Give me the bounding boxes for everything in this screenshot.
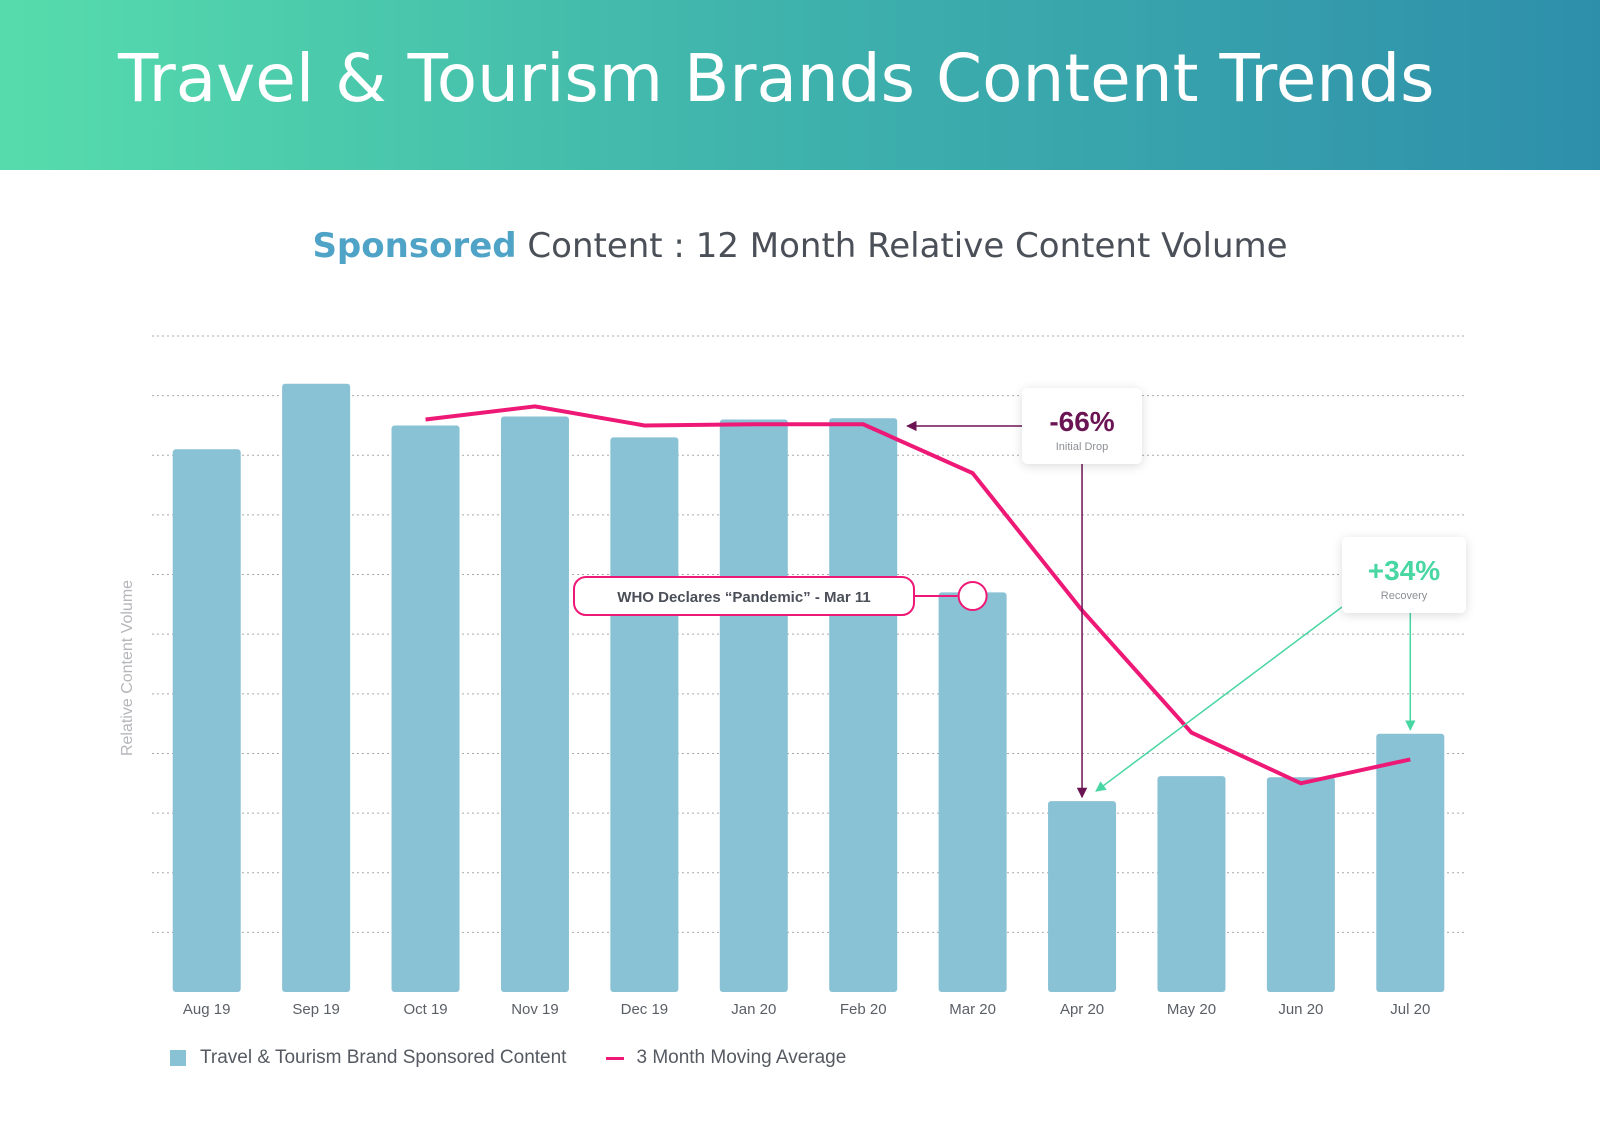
- annotations-layer: WHO Declares “Pandemic” - Mar 11 -66% Init…: [573, 388, 1466, 799]
- moving-average-line: [425, 404, 1411, 786]
- bar-feb-20: [829, 418, 898, 992]
- x-tick-label: Jan 20: [731, 1001, 776, 1018]
- bar-jan-20: [719, 419, 788, 992]
- header-banner: Travel & Tourism Brands Content Trends: [0, 0, 1600, 170]
- recovery-callout-box: [1342, 537, 1466, 613]
- x-tick-label: Jun 20: [1278, 1001, 1323, 1018]
- bar-nov-19: [500, 416, 569, 992]
- bar-may-20: [1157, 776, 1226, 992]
- x-tick-label: Oct 19: [403, 1001, 447, 1018]
- recovery-value: +34%: [1368, 555, 1440, 586]
- legend-line-swatch: [606, 1056, 625, 1060]
- x-tick-label: Dec 19: [621, 1001, 669, 1018]
- legend-bar-label: Travel & Tourism Brand Sponsored Content: [200, 1047, 567, 1068]
- bar-jun-20: [1266, 777, 1335, 992]
- bar-apr-20: [1048, 801, 1117, 992]
- x-tick-label: Nov 19: [511, 1001, 559, 1018]
- chart-title-rest: Content : 12 Month Relative Content Volu…: [516, 226, 1288, 266]
- x-tick-label: Feb 20: [840, 1001, 887, 1018]
- pandemic-callout-box: [573, 576, 915, 616]
- x-tick-label: Apr 20: [1060, 1001, 1104, 1018]
- x-tick-label: Aug 19: [183, 1001, 231, 1018]
- page-title: Travel & Tourism Brands Content Trends: [118, 40, 1435, 117]
- bar-series: [172, 383, 1445, 992]
- bar-aug-19: [172, 449, 241, 992]
- bar-dec-19: [610, 437, 679, 992]
- bar-oct-19: [391, 425, 460, 992]
- chart-title: Sponsored Content : 12 Month Relative Co…: [0, 226, 1600, 266]
- bar-mar-20: [938, 592, 1007, 992]
- drop-label: Initial Drop: [1056, 441, 1109, 453]
- moving-average-layer: [425, 404, 1411, 786]
- chart-title-highlight: Sponsored: [312, 226, 517, 266]
- bar-sep-19: [282, 383, 351, 992]
- drop-callout-box: [1022, 388, 1142, 464]
- pandemic-callout-text: WHO Declares “Pandemic” - Mar 11: [617, 589, 870, 606]
- legend: Travel & Tourism Brand Sponsored Content…: [170, 1047, 846, 1069]
- recovery-arrow-diagonal: [1095, 606, 1343, 792]
- x-axis-ticks: Aug 19 Sep 19 Oct 19 Nov 19 Dec 19 Jan 20 Feb …: [183, 1001, 1430, 1018]
- legend-line-label: 3 Month Moving Average: [636, 1047, 847, 1068]
- y-axis-label: Relative Content Volume: [119, 580, 136, 756]
- bar-jul-20: [1376, 733, 1445, 992]
- drop-value: -66%: [1049, 406, 1114, 437]
- x-tick-label: May 20: [1167, 1001, 1216, 1018]
- pandemic-marker: [957, 581, 988, 611]
- x-tick-label: Jul 20: [1390, 1001, 1430, 1018]
- x-tick-label: Sep 19: [292, 1001, 340, 1018]
- legend-bar-swatch: [170, 1050, 186, 1066]
- gridlines: [152, 335, 1465, 933]
- recovery-label: Recovery: [1381, 590, 1428, 602]
- x-tick-label: Mar 20: [949, 1001, 996, 1018]
